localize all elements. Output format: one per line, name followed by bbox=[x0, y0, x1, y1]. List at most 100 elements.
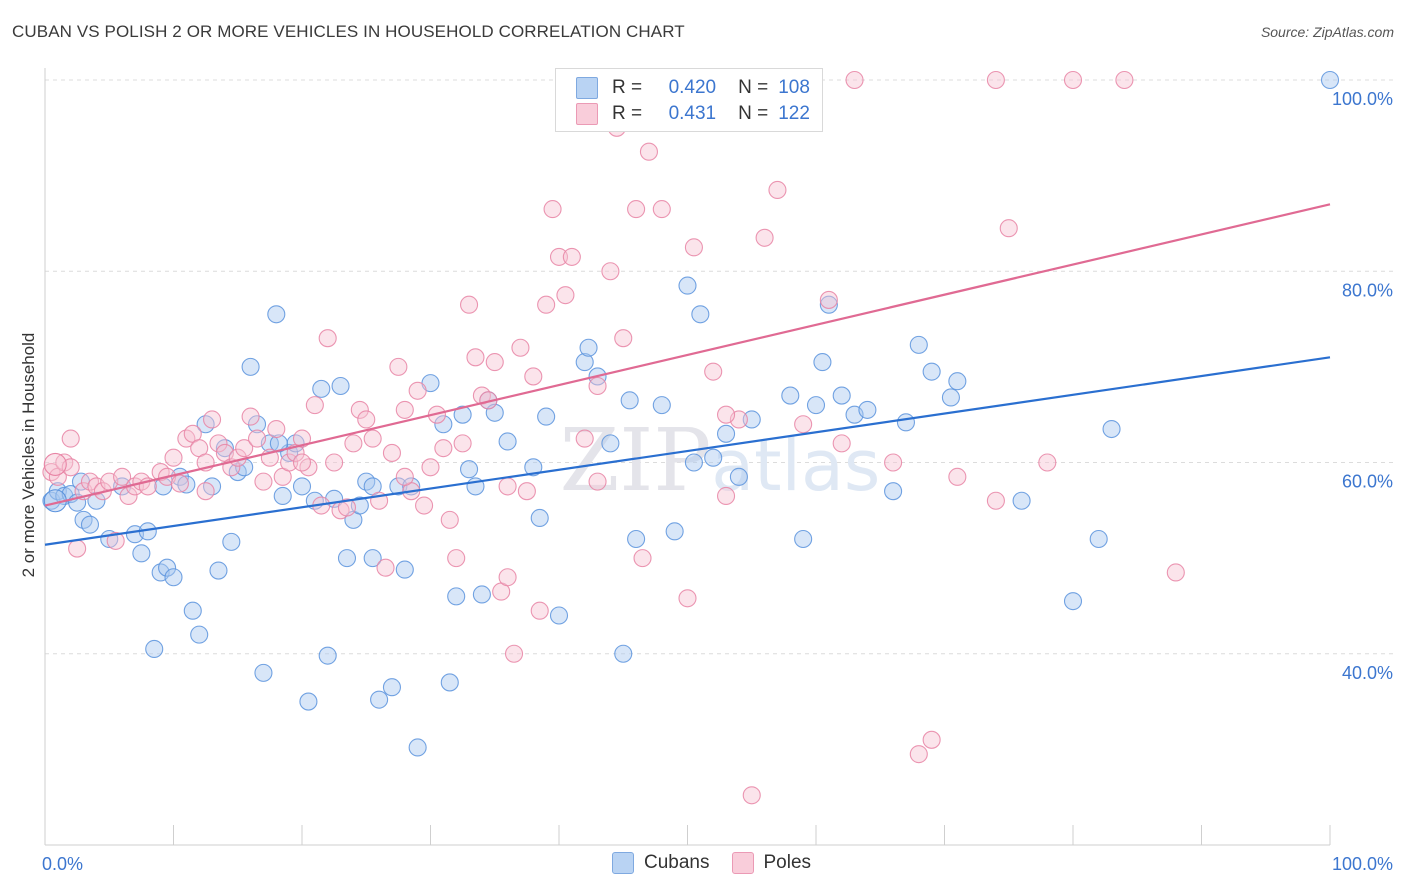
data-point bbox=[447, 549, 466, 568]
data-point bbox=[832, 386, 851, 405]
data-point bbox=[781, 386, 800, 405]
poles-swatch bbox=[576, 103, 598, 125]
data-point bbox=[716, 486, 736, 506]
data-point bbox=[948, 372, 967, 391]
data-point bbox=[485, 353, 504, 372]
legend-label-cubans: Cubans bbox=[644, 852, 710, 873]
data-point bbox=[318, 646, 337, 665]
legend-r-label: R = bbox=[612, 103, 643, 124]
legend-item-cubans: Cubans bbox=[612, 852, 710, 874]
data-point bbox=[408, 738, 427, 757]
data-point bbox=[691, 305, 710, 324]
data-point bbox=[241, 357, 260, 376]
data-point bbox=[389, 357, 408, 376]
source-label: Source: ZipAtlas.com bbox=[1260, 24, 1394, 40]
data-point bbox=[549, 606, 569, 625]
data-point bbox=[466, 348, 485, 367]
data-point bbox=[556, 286, 575, 305]
data-point bbox=[43, 452, 67, 476]
data-point bbox=[999, 219, 1018, 238]
data-point bbox=[158, 558, 177, 577]
data-point bbox=[292, 477, 312, 496]
data-point bbox=[832, 434, 851, 453]
data-point bbox=[421, 458, 440, 477]
data-point bbox=[1063, 70, 1083, 90]
data-point bbox=[549, 247, 569, 266]
data-point bbox=[344, 434, 363, 453]
data-point bbox=[652, 200, 671, 219]
data-point bbox=[896, 413, 916, 432]
series-legend: Cubans Poles bbox=[612, 852, 833, 874]
data-point bbox=[370, 690, 389, 709]
x-tick-label: 100.0% bbox=[1332, 854, 1393, 874]
legend-r-value: 0.420 bbox=[668, 77, 717, 98]
data-point bbox=[1012, 491, 1031, 510]
data-point bbox=[363, 429, 382, 448]
y-tick-label: 80.0% bbox=[1342, 280, 1393, 300]
x-tick-label: 0.0% bbox=[42, 854, 83, 874]
data-point bbox=[704, 362, 723, 381]
data-point bbox=[325, 453, 344, 472]
data-point bbox=[222, 532, 241, 551]
data-point bbox=[922, 730, 941, 749]
data-point bbox=[524, 458, 543, 477]
data-point bbox=[106, 531, 125, 550]
data-point bbox=[884, 453, 903, 472]
data-point bbox=[511, 338, 530, 357]
data-point bbox=[948, 467, 967, 486]
data-point bbox=[376, 558, 395, 577]
data-point bbox=[203, 410, 222, 429]
data-point bbox=[794, 529, 813, 549]
data-point bbox=[113, 467, 132, 486]
data-point bbox=[684, 453, 703, 472]
data-point bbox=[247, 415, 267, 434]
data-point bbox=[337, 549, 357, 568]
data-point bbox=[440, 510, 459, 529]
data-point bbox=[453, 434, 472, 453]
data-point bbox=[395, 400, 414, 419]
data-points bbox=[42, 70, 1340, 805]
data-point bbox=[312, 379, 331, 398]
data-point bbox=[704, 448, 723, 467]
data-point bbox=[80, 515, 100, 534]
data-point bbox=[459, 295, 479, 314]
data-point bbox=[794, 415, 813, 434]
data-point bbox=[1038, 453, 1057, 472]
data-point bbox=[305, 396, 324, 415]
data-point bbox=[132, 544, 151, 563]
data-point bbox=[119, 486, 138, 506]
data-point bbox=[145, 639, 164, 659]
data-point bbox=[498, 432, 517, 451]
data-point bbox=[986, 70, 1005, 90]
cubans-swatch bbox=[612, 852, 634, 874]
data-point bbox=[395, 467, 414, 486]
data-point bbox=[235, 439, 254, 458]
data-point bbox=[357, 410, 376, 429]
data-point bbox=[447, 587, 466, 606]
legend-n-value: 108 bbox=[778, 77, 810, 98]
legend-row-poles: R = 0.431 N = 122 bbox=[576, 102, 810, 126]
data-point bbox=[61, 429, 80, 448]
data-point bbox=[922, 362, 941, 381]
data-point bbox=[68, 539, 87, 558]
data-point bbox=[986, 491, 1005, 510]
poles-swatch bbox=[731, 852, 754, 874]
cubans-swatch bbox=[576, 77, 598, 99]
data-point bbox=[909, 745, 928, 764]
legend-item-poles: Poles bbox=[731, 852, 811, 874]
data-point bbox=[1320, 70, 1340, 90]
data-point bbox=[177, 475, 196, 494]
data-point bbox=[498, 477, 517, 496]
series-poles bbox=[42, 70, 1185, 805]
data-point bbox=[633, 549, 652, 568]
data-point bbox=[537, 295, 556, 314]
data-point bbox=[164, 568, 183, 587]
data-point bbox=[819, 295, 838, 314]
data-point bbox=[292, 453, 312, 472]
data-point bbox=[858, 400, 877, 419]
data-point bbox=[269, 434, 288, 453]
trend-line-cubans bbox=[44, 356, 1331, 546]
data-point bbox=[331, 376, 350, 396]
axes bbox=[44, 68, 1331, 846]
